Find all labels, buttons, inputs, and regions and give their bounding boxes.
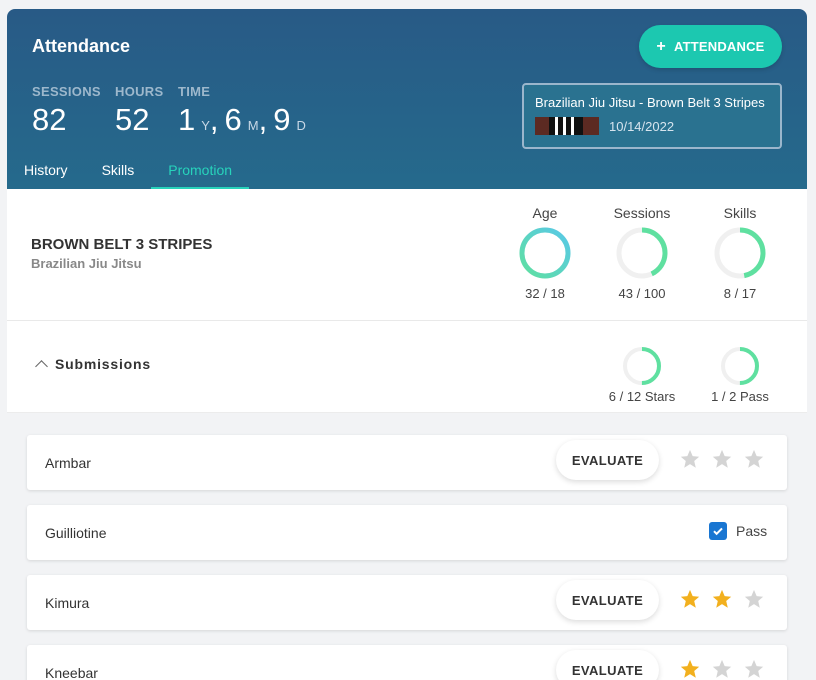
star-icon[interactable] (679, 588, 701, 610)
time-stat: TIME 1 Y, 6 M, 9 D (178, 84, 310, 137)
stars-progress-value: 6 / 12 Stars (608, 389, 676, 404)
rank-subtitle: Brazilian Jiu Jitsu (31, 256, 142, 271)
skills-progress-label: Skills (723, 205, 757, 221)
evaluate-button[interactable]: EVALUATE (556, 440, 659, 480)
star-icon[interactable] (743, 658, 765, 680)
skills-progress: Skills 8 / 17 (700, 205, 780, 301)
pass-progress: 1 / 2 Pass (695, 346, 785, 404)
hours-value: 52 (115, 102, 150, 137)
stars-progress-ring (623, 347, 661, 385)
star-rating[interactable] (679, 588, 765, 610)
star-icon[interactable] (679, 448, 701, 470)
star-rating[interactable] (679, 658, 765, 680)
time-days-unit: D (296, 118, 306, 133)
age-value: 32 / 18 (525, 286, 565, 301)
stars-progress: 6 / 12 Stars (587, 346, 697, 404)
submission-name: Guilliotine (45, 525, 107, 541)
star-icon[interactable] (743, 588, 765, 610)
sessions-value: 82 (32, 102, 67, 137)
add-attendance-button[interactable]: + ATTENDANCE (639, 25, 782, 68)
submissions-title: Submissions (55, 356, 151, 372)
pass-checkbox[interactable]: Pass (709, 522, 767, 540)
tab-bar: History Skills Promotion (7, 159, 250, 189)
star-icon[interactable] (711, 658, 733, 680)
list-item: Armbar EVALUATE (27, 435, 787, 490)
sessions-label: SESSIONS (32, 84, 101, 99)
rank-title: BROWN BELT 3 STRIPES (31, 236, 213, 253)
sessions-progress-value: 43 / 100 (618, 286, 666, 301)
time-days: 9 (273, 102, 291, 137)
submissions-list: Armbar EVALUATE Guilliotine Pass Kimura … (7, 413, 807, 680)
time-months-unit: M (247, 118, 259, 133)
star-icon[interactable] (711, 448, 733, 470)
belt-date: 10/14/2022 (609, 118, 675, 134)
submission-name: Armbar (45, 455, 91, 471)
current-belt-card[interactable]: Brazilian Jiu Jitsu - Brown Belt 3 Strip… (522, 83, 782, 149)
time-years: 1 (178, 102, 196, 137)
brown-belt-icon (535, 117, 599, 135)
star-icon[interactable] (711, 588, 733, 610)
submissions-toggle[interactable]: Submissions (35, 356, 151, 373)
age-label: Age (532, 205, 558, 221)
page-title: Attendance (32, 36, 131, 56)
chevron-up-icon (35, 360, 48, 373)
skills-progress-value: 8 / 17 (723, 286, 757, 301)
list-item: Kimura EVALUATE (27, 575, 787, 630)
age-progress-ring (519, 227, 571, 279)
list-item: Guilliotine Pass (27, 505, 787, 560)
checkbox-checked-icon (709, 522, 727, 540)
evaluate-button[interactable]: EVALUATE (556, 580, 659, 620)
sessions-progress-label: Sessions (613, 205, 671, 221)
submission-name: Kimura (45, 595, 90, 611)
star-icon[interactable] (743, 448, 765, 470)
sessions-progress: Sessions 43 / 100 (602, 205, 682, 301)
star-rating[interactable] (679, 448, 765, 470)
tab-history[interactable]: History (24, 162, 68, 178)
hours-label: HOURS (115, 84, 164, 99)
pass-progress-value: 1 / 2 Pass (711, 389, 769, 404)
skills-progress-ring (714, 227, 766, 279)
time-months: 6 (224, 102, 242, 137)
sessions-progress-ring (616, 227, 668, 279)
time-label: TIME (178, 84, 211, 99)
star-icon[interactable] (679, 658, 701, 680)
pass-label: Pass (736, 523, 768, 539)
age-progress: Age 32 / 18 (505, 205, 585, 301)
pass-progress-ring (721, 347, 759, 385)
submissions-section-header: Submissions 6 / 12 Stars 1 / 2 Pass (7, 321, 807, 413)
tab-promotion[interactable]: Promotion (151, 159, 250, 189)
hours-stat: HOURS 52 (115, 84, 163, 137)
plus-icon: + (656, 37, 666, 55)
submission-name: Kneebar (45, 665, 98, 680)
attendance-card: Attendance + ATTENDANCE SESSIONS 82 HOUR… (7, 9, 807, 680)
list-item: Kneebar EVALUATE (27, 645, 787, 680)
time-value: 1 Y, 6 M, 9 D (178, 102, 306, 137)
tab-skills[interactable]: Skills (101, 162, 135, 178)
add-attendance-label: ATTENDANCE (673, 39, 765, 54)
sessions-stat: SESSIONS 82 (32, 84, 101, 137)
belt-name: Brazilian Jiu Jitsu - Brown Belt 3 Strip… (535, 95, 765, 110)
attendance-header: Attendance + ATTENDANCE SESSIONS 82 HOUR… (7, 9, 807, 189)
rank-summary: BROWN BELT 3 STRIPES Brazilian Jiu Jitsu… (7, 189, 807, 321)
time-years-unit: Y (201, 118, 210, 133)
evaluate-button[interactable]: EVALUATE (556, 650, 659, 680)
